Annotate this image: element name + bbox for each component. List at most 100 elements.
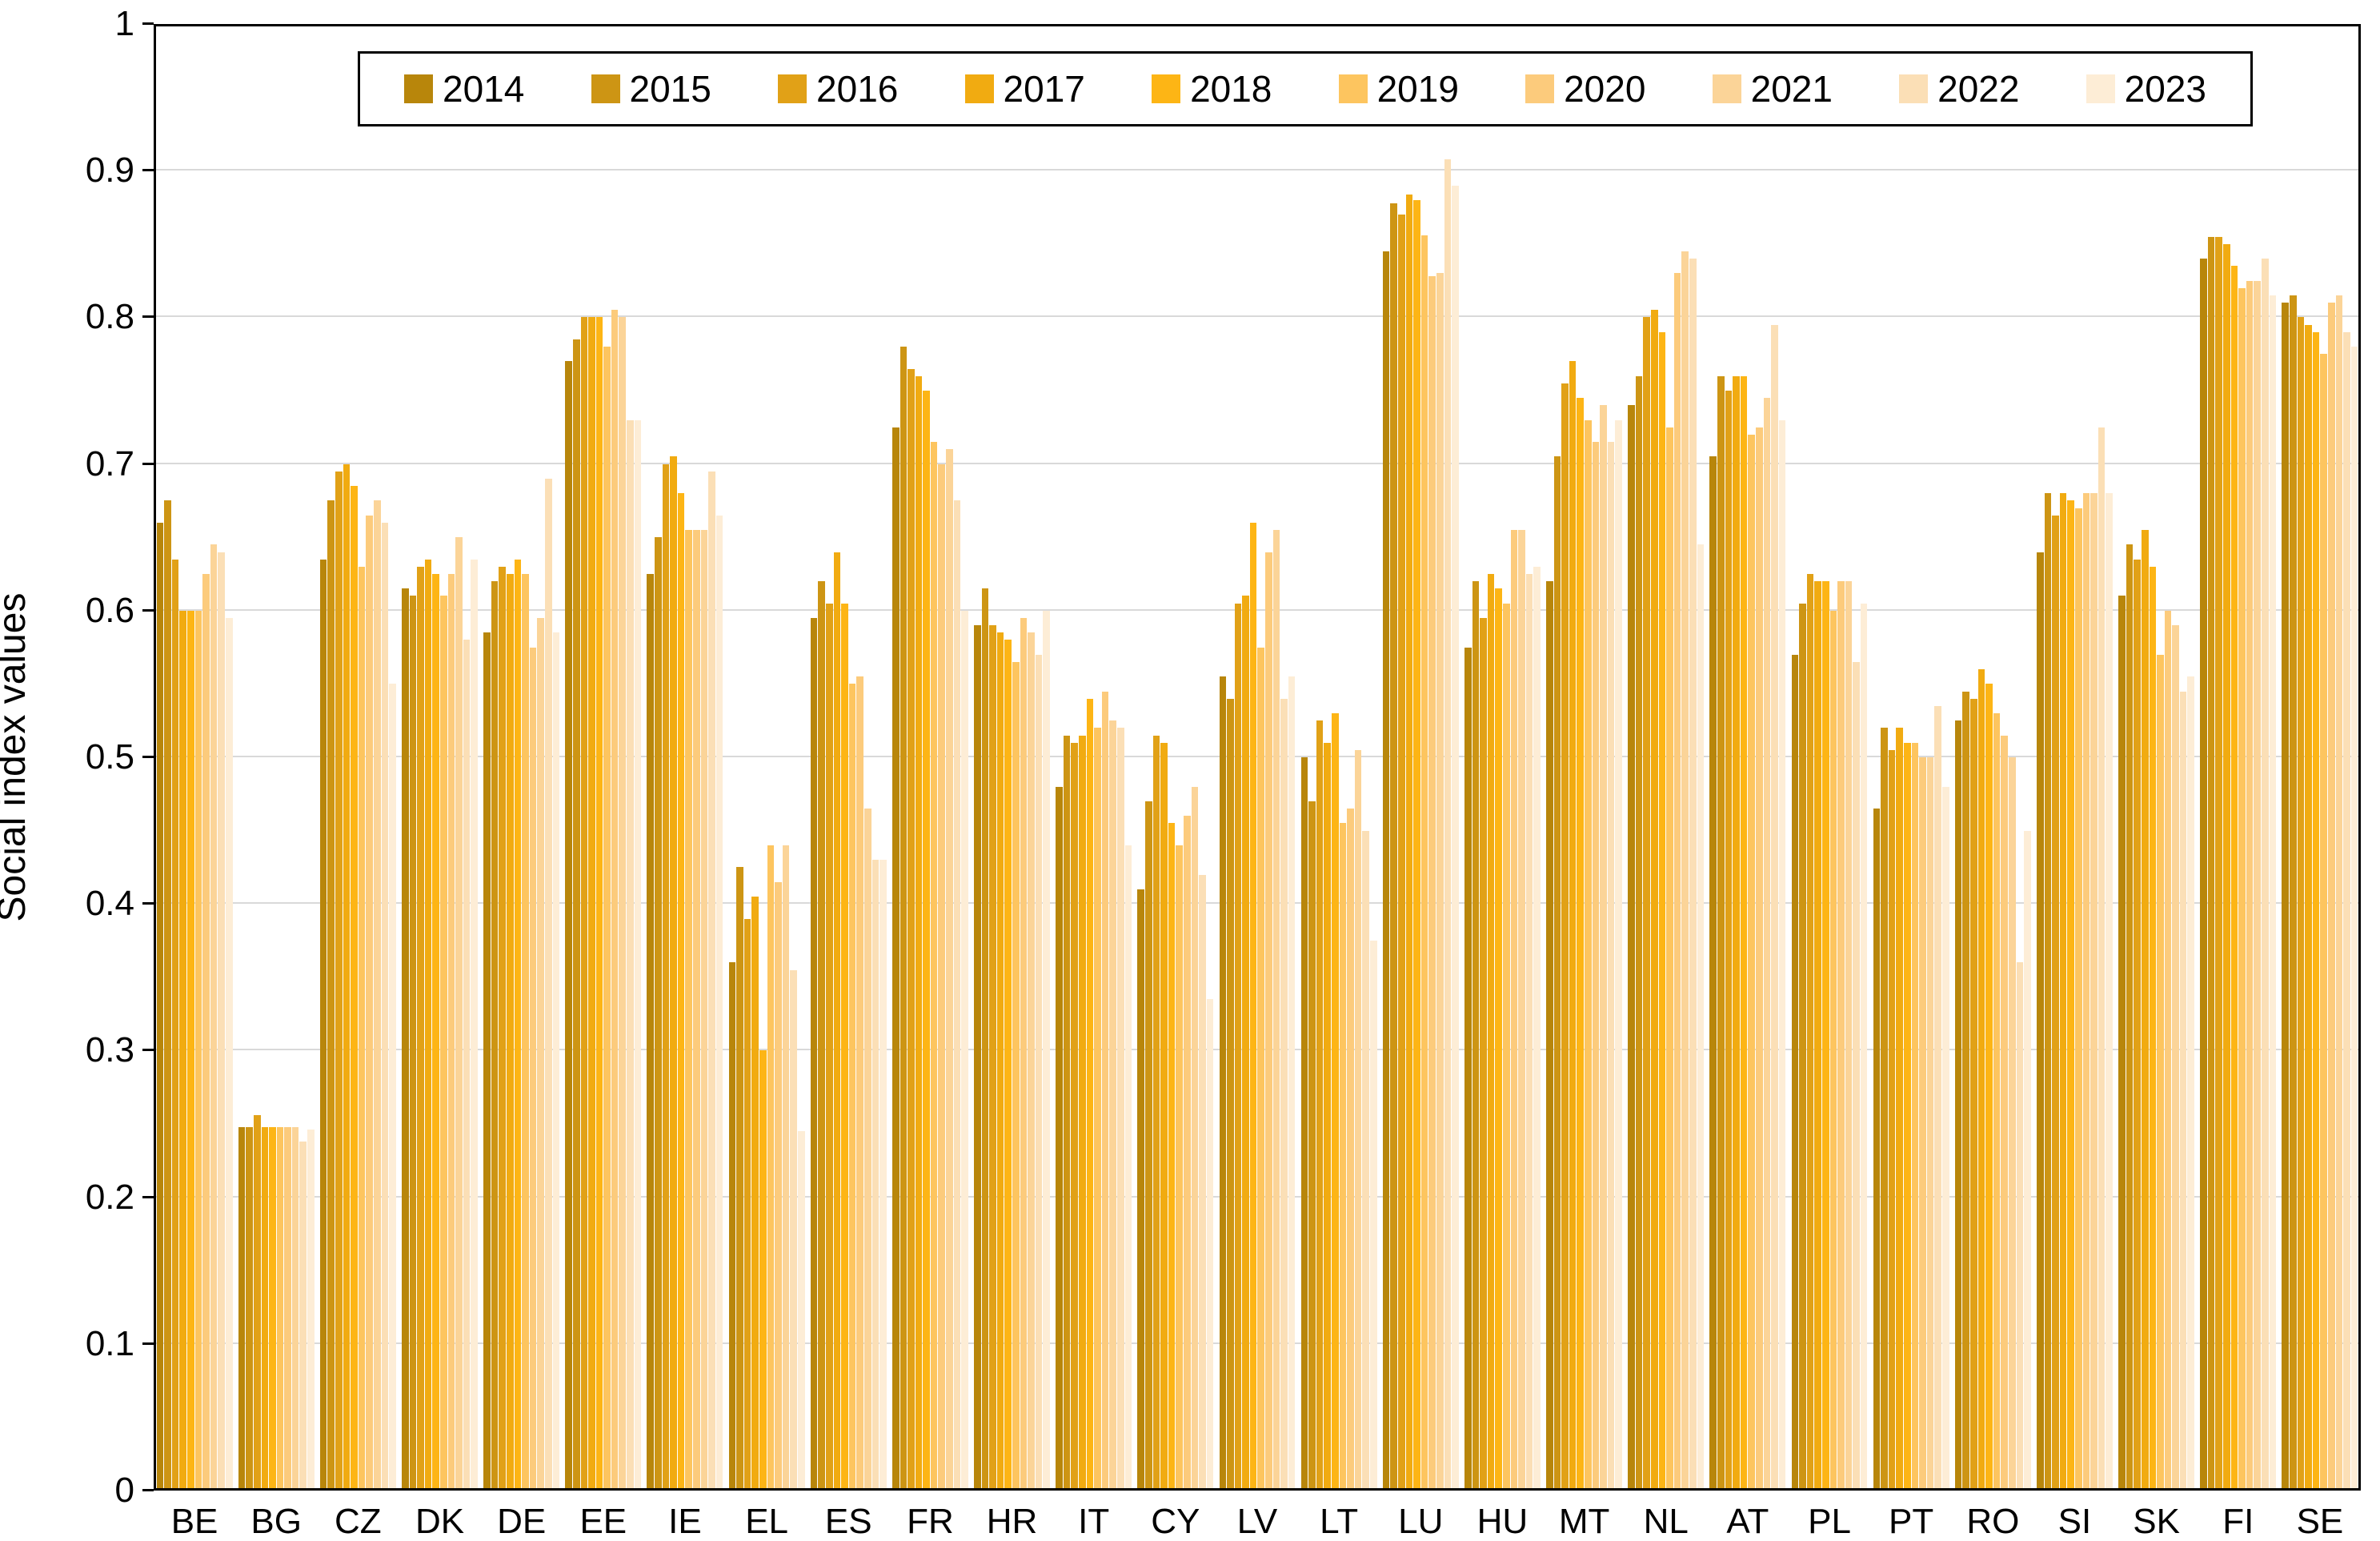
legend-label: 2021 [1750,68,1833,110]
legend-item-2017: 2017 [964,67,1085,110]
bar-HR-2019 [1012,661,1020,1491]
bar-HR-2022 [1035,654,1043,1491]
legend-item-2019: 2019 [1338,67,1459,110]
legend-swatch-2017 [964,74,994,103]
bar-DK-2015 [409,596,417,1491]
bar-CZ-2017 [343,464,351,1491]
bar-DK-2021 [455,537,463,1491]
bar-NL-2017 [1651,310,1658,1491]
bar-PT-2018 [1904,742,1911,1491]
gridline-0.6 [154,608,2361,611]
bar-PL-2017 [1814,581,1821,1491]
bar-LU-2014 [1382,251,1390,1491]
y-tick-mark [142,462,154,465]
bar-ES-2021 [863,809,871,1491]
bar-DK-2020 [447,574,455,1491]
y-tick-label: 0.5 [85,737,134,777]
bar-FR-2022 [953,500,961,1491]
bar-IE-2018 [677,493,685,1491]
y-tick-mark [142,756,154,758]
bar-ES-2020 [856,676,863,1491]
y-tick-label: 0.2 [85,1177,134,1217]
bar-BE-2023 [225,617,233,1491]
bar-HU-2018 [1495,588,1502,1491]
bar-FI-2017 [2223,243,2230,1491]
x-tick-label-AT: AT [1726,1502,1769,1541]
bar-group-SE [2279,24,2361,1491]
bar-LV-2016 [1234,603,1242,1491]
legend-label: 2014 [443,68,525,110]
legend: 2014 2015 2016 2017 2018 2019 2020 2021 2022 2023 [358,51,2253,126]
bar-CZ-2019 [358,566,366,1491]
bar-SK-2016 [2134,559,2141,1491]
bar-DK-2018 [432,574,439,1491]
bar-SE-2021 [2335,295,2343,1491]
x-tick-label-PL: PL [1808,1502,1851,1541]
bar-HU-2021 [1518,530,1525,1491]
bar-FR-2023 [961,610,968,1491]
bar-FR-2020 [938,464,946,1491]
bar-PT-2021 [1926,757,1934,1491]
bar-MT-2022 [1607,442,1615,1491]
x-tick-label-CY: CY [1151,1502,1200,1541]
bar-PL-2014 [1791,654,1799,1491]
bar-group-NL [1625,24,1707,1491]
bar-SI-2016 [2052,515,2059,1491]
bar-HR-2015 [981,588,989,1491]
bar-SE-2023 [2350,347,2358,1491]
bar-BE-2016 [171,559,179,1491]
legend-swatch-2020 [1525,74,1555,103]
bar-FI-2019 [2238,287,2246,1491]
legend-label: 2019 [1376,68,1459,110]
x-tick-label-SI: SI [2057,1502,2092,1541]
bar-FR-2021 [946,449,953,1491]
bar-RO-2014 [1954,720,1962,1491]
bar-ES-2016 [825,603,833,1491]
bar-LV-2018 [1249,522,1257,1491]
bar-DE-2022 [544,478,552,1491]
bar-CY-2019 [1176,845,1183,1491]
bar-ES-2018 [841,603,848,1491]
bar-NL-2015 [1635,375,1643,1491]
bar-CZ-2014 [319,559,327,1491]
legend-label: 2016 [816,68,899,110]
bar-LU-2022 [1444,159,1452,1491]
bar-BG-2022 [299,1141,307,1491]
bar-CZ-2018 [351,486,358,1491]
x-tick-label-FI: FI [2222,1502,2254,1541]
y-tick-label: 0.4 [85,884,134,924]
legend-swatch-2023 [2086,74,2115,103]
x-tick-label-RO: RO [1966,1502,2020,1541]
y-tick-mark [142,1195,154,1198]
bar-EL-2016 [743,918,751,1491]
y-tick-mark [142,1342,154,1345]
bar-LT-2020 [1347,809,1354,1491]
bar-group-AT [1707,24,1789,1491]
y-tick-label: 0.3 [85,1030,134,1070]
bar-PL-2016 [1806,574,1814,1491]
bar-AT-2021 [1763,398,1771,1491]
bar-NL-2021 [1681,251,1689,1491]
bar-SK-2023 [2187,676,2195,1491]
legend-item-2018: 2018 [1152,67,1272,110]
bar-PL-2023 [1860,603,1868,1491]
x-tick-label-LV: LV [1236,1502,1278,1541]
bar-RO-2020 [2001,735,2008,1491]
bar-group-FR [889,24,971,1491]
bar-ES-2017 [833,552,841,1491]
bar-DE-2016 [499,566,506,1491]
y-tick-mark [142,315,154,319]
legend-swatch-2022 [1899,74,1929,103]
bar-ES-2023 [879,860,887,1491]
bar-BE-2018 [186,610,194,1491]
bar-BG-2021 [291,1126,299,1491]
bar-BE-2015 [164,500,171,1491]
bar-HR-2021 [1028,632,1035,1491]
x-tick-label-IE: IE [668,1502,702,1541]
bar-ES-2015 [818,581,825,1491]
bar-BG-2018 [269,1126,276,1491]
bar-PL-2021 [1845,581,1853,1491]
bar-CY-2014 [1137,889,1144,1491]
bar-MT-2016 [1561,383,1569,1491]
bar-LT-2021 [1354,749,1362,1491]
